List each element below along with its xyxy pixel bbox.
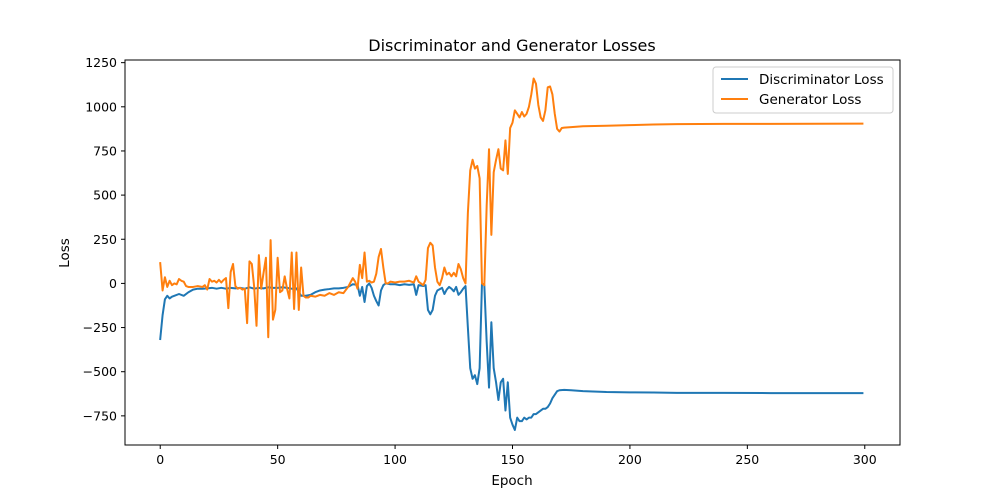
y-tick-label: 250 [93,232,117,247]
x-tick-label: 250 [735,452,759,467]
x-tick-label: 150 [501,452,525,467]
x-tick-label: 100 [383,452,407,467]
legend-label-generator: Generator Loss [759,92,861,108]
x-tick-label: 0 [156,452,164,467]
x-tick-label: 200 [618,452,642,467]
y-tick-label: 750 [93,143,117,158]
chart-title: Discriminator and Generator Losses [368,36,655,55]
y-axis-ticks: −750 −500 −250 0 250 500 750 1000 1250 [83,55,125,423]
y-tick-label: 1000 [85,99,117,114]
legend-box [712,66,894,114]
series-line-discriminator-loss [159,282,864,431]
x-axis-label: Epoch [491,473,532,489]
legend-label-discriminator: Discriminator Loss [759,72,884,88]
y-tick-label: 500 [93,188,117,203]
x-tick-label: 50 [270,452,286,467]
y-tick-label: −750 [83,408,117,423]
y-tick-label: −500 [83,364,117,379]
y-axis-label: Loss [57,238,73,268]
y-tick-label: 0 [109,276,117,291]
x-tick-label: 300 [853,452,877,467]
series-line-generator-loss [159,77,864,339]
series-layer [159,77,864,431]
y-tick-label: 1250 [85,55,117,70]
x-axis-ticks: 0 50 100 150 200 250 300 [156,445,877,467]
legend: Discriminator Loss Generator Loss [712,66,894,114]
y-tick-label: −250 [83,320,117,335]
